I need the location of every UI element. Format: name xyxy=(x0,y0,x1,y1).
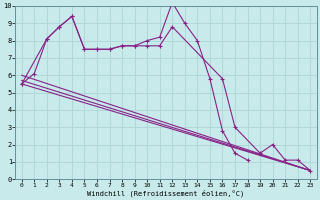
X-axis label: Windchill (Refroidissement éolien,°C): Windchill (Refroidissement éolien,°C) xyxy=(87,189,244,197)
